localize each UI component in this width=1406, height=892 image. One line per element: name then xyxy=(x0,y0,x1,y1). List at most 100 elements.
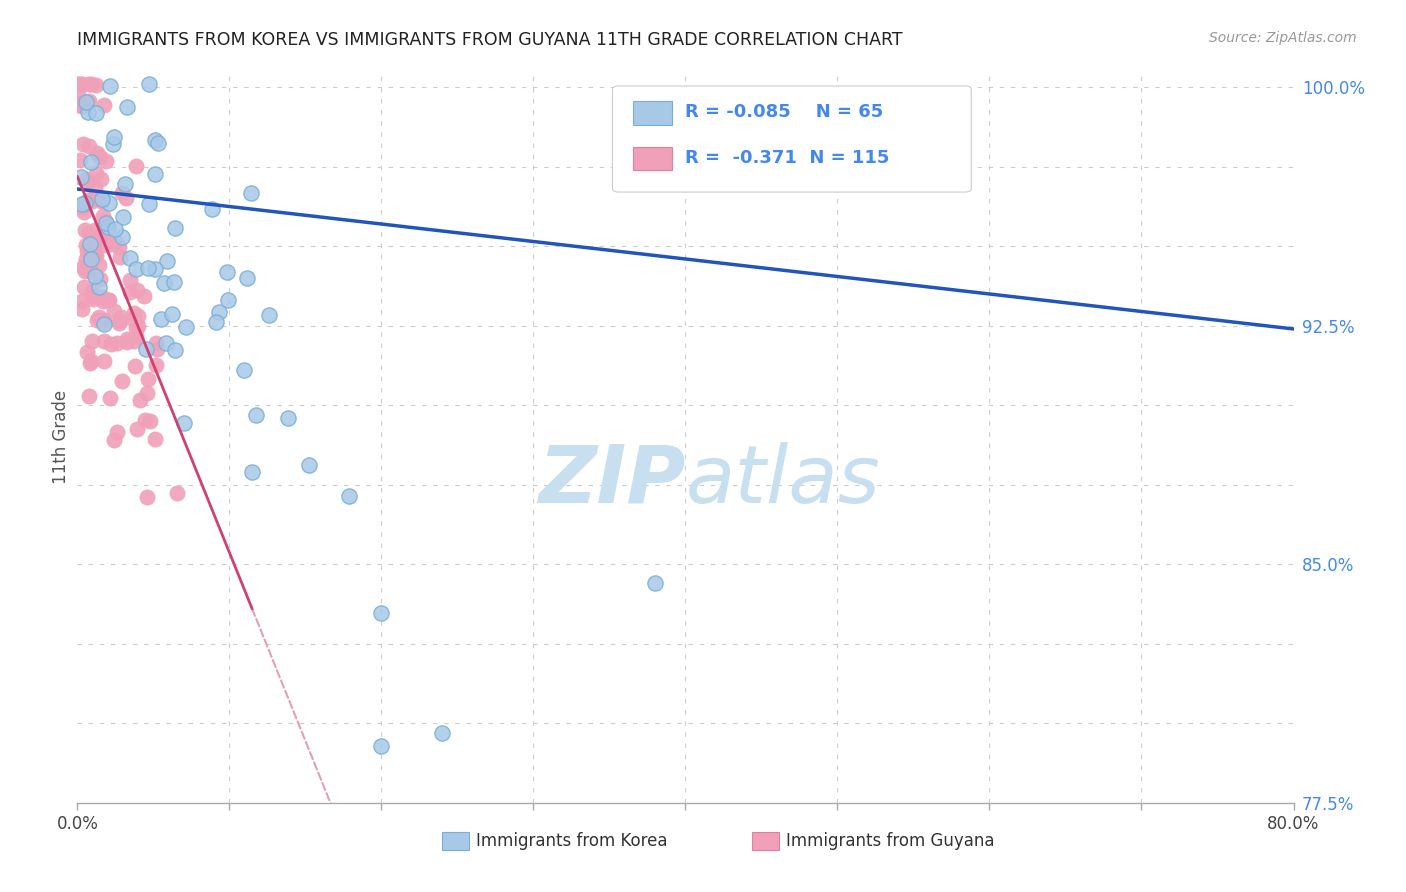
Point xyxy=(94,238,117,252)
Point xyxy=(93,334,115,348)
Point xyxy=(127,309,149,323)
Point xyxy=(77,389,100,403)
Point xyxy=(77,94,100,108)
Point xyxy=(82,293,104,307)
Bar xyxy=(752,832,779,850)
Point xyxy=(115,332,138,346)
Text: Source: ZipAtlas.com: Source: ZipAtlas.com xyxy=(1209,31,1357,45)
Point xyxy=(239,186,262,200)
Bar xyxy=(633,146,672,170)
Point xyxy=(93,229,115,244)
Point xyxy=(129,392,152,407)
Point xyxy=(73,223,96,237)
Point xyxy=(122,306,145,320)
Point xyxy=(93,354,115,368)
Point xyxy=(370,739,392,753)
Point xyxy=(91,209,114,223)
Point xyxy=(86,313,108,327)
Point xyxy=(125,321,148,335)
Point xyxy=(136,386,159,401)
Point xyxy=(91,290,114,304)
Point xyxy=(87,279,110,293)
Point xyxy=(79,236,101,251)
Point xyxy=(101,137,124,152)
Point xyxy=(90,172,112,186)
Point xyxy=(156,253,179,268)
Point xyxy=(77,227,100,241)
Point xyxy=(93,312,115,326)
Point xyxy=(108,316,131,330)
Point xyxy=(94,215,117,229)
Point xyxy=(150,311,173,326)
Point xyxy=(67,98,90,112)
Point xyxy=(76,244,98,258)
Point xyxy=(135,342,157,356)
Point xyxy=(90,192,112,206)
Point xyxy=(112,210,135,224)
Point xyxy=(84,166,107,180)
Point xyxy=(138,77,160,91)
Point xyxy=(75,95,97,109)
Point xyxy=(89,150,111,164)
Point xyxy=(77,193,100,207)
Point xyxy=(111,374,134,388)
Point xyxy=(84,269,107,284)
Point xyxy=(277,410,299,425)
Point xyxy=(84,248,107,262)
Point xyxy=(80,77,103,91)
Point xyxy=(84,190,107,204)
Point xyxy=(75,264,97,278)
Point xyxy=(86,146,108,161)
Point xyxy=(117,100,139,114)
Point xyxy=(89,272,111,286)
Point xyxy=(75,252,97,266)
Point xyxy=(152,276,174,290)
Point xyxy=(80,155,103,169)
Point xyxy=(83,223,105,237)
Point xyxy=(138,414,160,428)
Point xyxy=(80,353,103,368)
Point xyxy=(76,104,98,119)
Point xyxy=(100,336,122,351)
Point xyxy=(134,413,156,427)
Point xyxy=(77,264,100,278)
Point xyxy=(100,78,122,93)
Point xyxy=(104,222,127,236)
Point xyxy=(143,133,166,147)
Point xyxy=(73,196,96,211)
Point xyxy=(108,250,131,264)
Point xyxy=(114,177,136,191)
Point xyxy=(69,169,91,184)
Point xyxy=(87,310,110,324)
Point xyxy=(86,78,108,92)
Point xyxy=(125,160,148,174)
Point xyxy=(77,174,100,188)
Point xyxy=(98,195,121,210)
Point xyxy=(215,265,238,279)
Point xyxy=(103,434,125,448)
Point xyxy=(96,153,118,168)
Text: atlas: atlas xyxy=(686,442,880,520)
Point xyxy=(103,129,125,144)
Point xyxy=(75,238,97,252)
Point xyxy=(80,283,103,297)
Point xyxy=(69,77,91,91)
Text: R =  -0.371  N = 115: R = -0.371 N = 115 xyxy=(686,149,890,167)
Point xyxy=(97,293,120,307)
Bar xyxy=(441,832,470,850)
Text: Immigrants from Korea: Immigrants from Korea xyxy=(477,832,668,850)
Point xyxy=(72,77,94,91)
Point xyxy=(124,359,146,373)
Point xyxy=(84,106,107,120)
Point xyxy=(73,205,96,219)
Point xyxy=(111,230,134,244)
Point xyxy=(98,392,121,406)
Point xyxy=(145,358,167,372)
Point xyxy=(72,137,94,152)
Point xyxy=(298,458,321,473)
Point xyxy=(93,318,115,332)
Point xyxy=(337,489,360,503)
Point xyxy=(240,466,263,480)
Point xyxy=(108,240,131,254)
Point xyxy=(236,271,259,285)
